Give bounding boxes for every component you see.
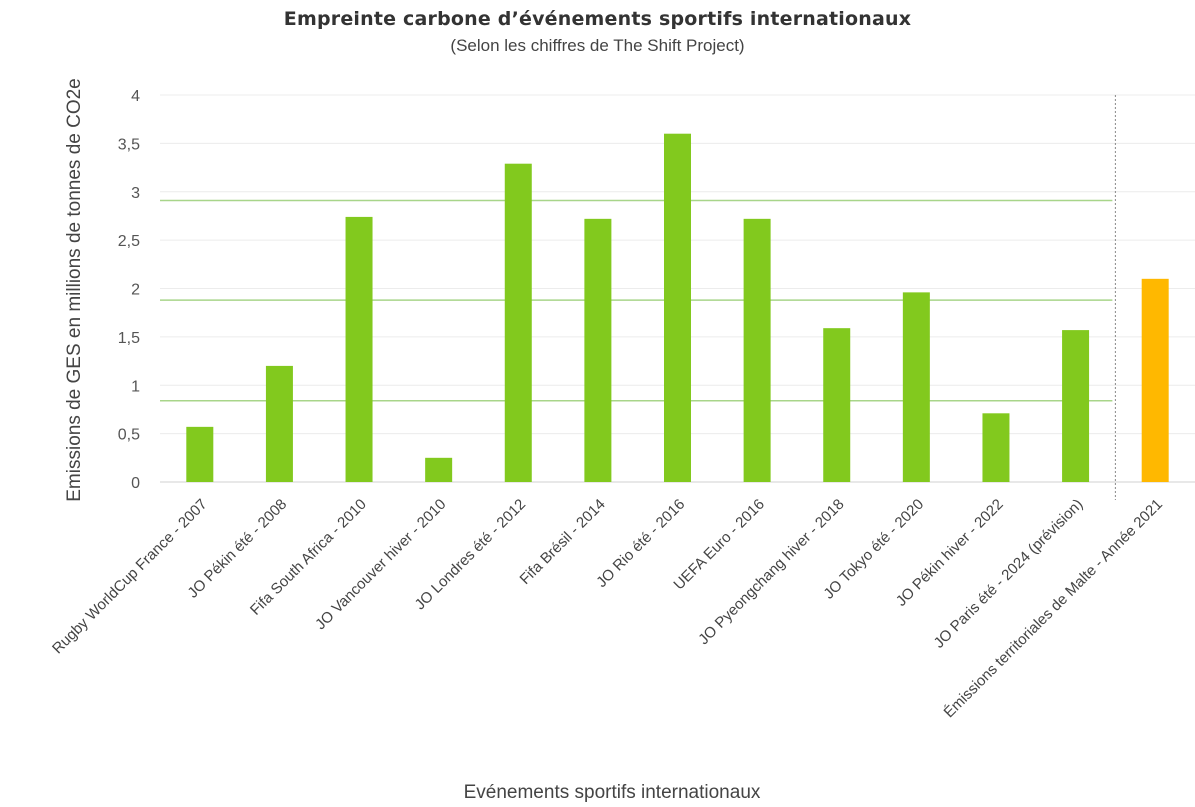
bar: [504, 163, 532, 482]
x-tick-label: Fifa Brésil - 2014: [517, 496, 609, 588]
bar: [345, 216, 373, 482]
chart-title: Empreinte carbone d’événements sportifs …: [283, 8, 912, 30]
y-tick-labels: 0 0,5 1 1,5 2 2,5 3 3,5 4: [118, 88, 140, 492]
y-tick-label: 2,5: [118, 233, 140, 250]
y-axis-title: Emissions de GES en millions de tonnes d…: [64, 78, 85, 502]
reference-lines: [160, 199, 1113, 402]
y-tick-label: 1: [131, 378, 140, 395]
y-tick-label: 1,5: [118, 330, 140, 347]
y-tick-label: 4: [131, 88, 140, 105]
bar: [823, 328, 851, 482]
bar: [743, 218, 771, 482]
y-tick-label: 0,5: [118, 427, 140, 444]
x-tick-label: JO Pyeongchang hiver - 2018: [695, 496, 847, 648]
y-tick-label: 3,5: [118, 136, 140, 153]
y-tick-label: 0: [131, 475, 140, 492]
bar: [982, 413, 1010, 482]
x-tick-label: JO Paris été - 2024 (prévision): [931, 496, 1087, 652]
x-axis-title: Evénements sportifs internationaux: [464, 782, 761, 803]
bar: [186, 426, 214, 482]
bar: [1062, 330, 1090, 482]
x-tick-label: Rugby WorldCup France - 2007: [49, 496, 211, 658]
bar: [1141, 278, 1169, 482]
bars: [186, 133, 1169, 482]
bar: [425, 457, 453, 482]
bar: [664, 133, 691, 482]
chart-subtitle: (Selon les chiffres de The Shift Project…: [450, 36, 745, 55]
y-tick-label: 2: [131, 282, 140, 299]
y-tick-label: 3: [131, 185, 140, 202]
x-tick-label: JO Vancouver hiver - 2010: [312, 496, 449, 633]
bar: [902, 292, 930, 482]
bar: [584, 218, 612, 482]
bar: [265, 365, 293, 482]
